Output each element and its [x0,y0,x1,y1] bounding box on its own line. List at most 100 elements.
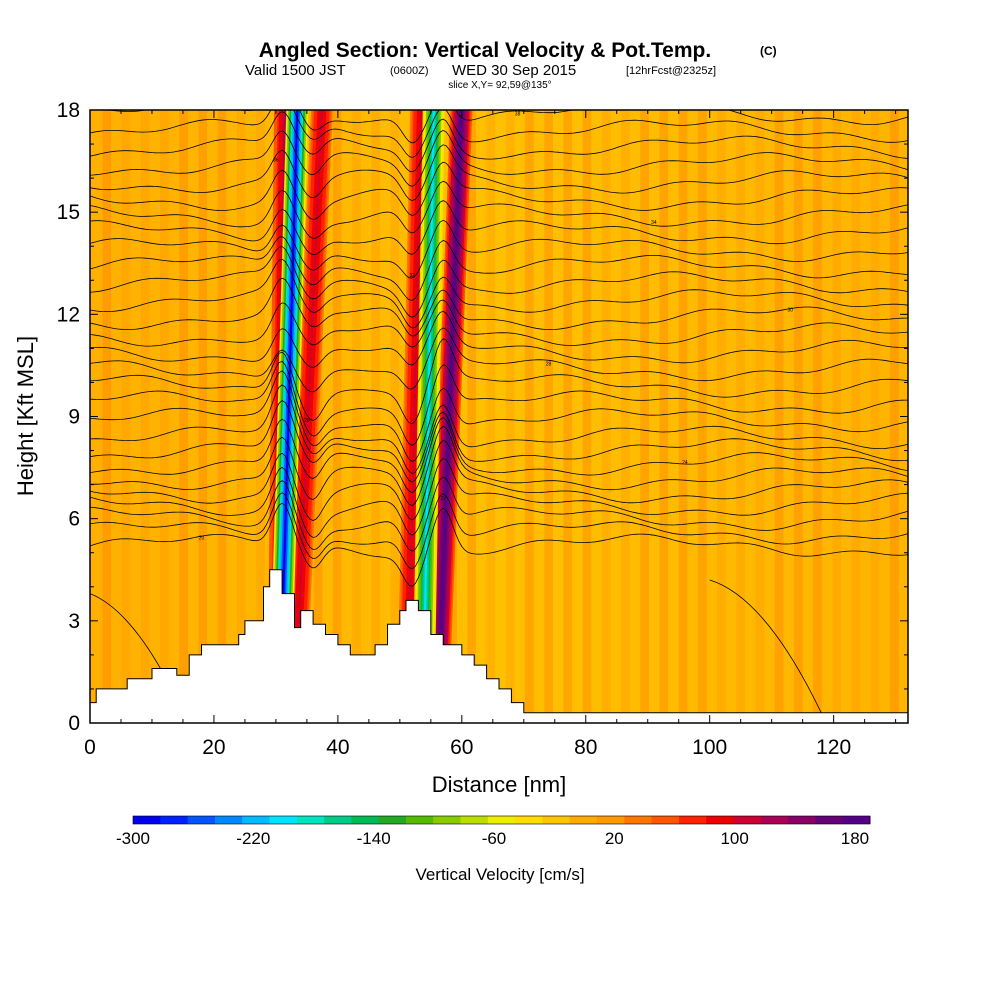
theta-contour-label: 38 [515,112,521,118]
velocity-streak [755,110,765,723]
theta-contour-line [90,144,908,202]
y-tick-label: 9 [68,406,80,429]
updraft-band [296,110,324,649]
colorbar-swatch [160,816,189,824]
velocity-streak [697,110,707,723]
theta-contour-label: 24 [682,460,688,466]
theta-contour-line [90,161,908,220]
velocity-streak [736,110,746,723]
theta-contour-labels: 20 22 24 26 28 30 32 34 36 38 [199,112,793,542]
chart-title-units: (C) [760,44,777,58]
theta-contour-label: 26 [304,418,310,424]
velocity-streak [621,110,630,723]
theta-contour-line [90,110,908,144]
x-axis-label: Distance [nm] [432,772,567,797]
theta-contour-line [90,299,908,348]
velocity-streak [525,110,534,723]
theta-contour-line [90,129,908,187]
x-tick-label: 20 [202,736,225,759]
velocity-streak [198,110,208,723]
theta-contour-line [90,384,908,475]
velocity-streak [890,110,899,723]
colorbar-tick-label: -140 [357,829,391,848]
velocity-streak [582,110,592,723]
velocity-streak [813,110,822,723]
colorbar-swatch [706,816,735,824]
x-tick-label: 40 [326,736,349,759]
chart-title: Angled Section: Vertical Velocity & Pot.… [259,39,711,62]
theta-contour-line [90,327,908,393]
theta-contour-line [90,502,908,587]
theta-contour-line [90,310,908,368]
colorbar-frame [132,815,871,825]
colorbar-swatch [187,816,216,824]
x-tick-label: 120 [816,736,851,759]
velocity-streak [832,110,842,723]
velocity-streak [179,110,188,723]
theta-contour-line [90,457,908,538]
chart-subtitle-valid: Valid 1500 JST [245,62,346,79]
velocity-background [90,110,908,723]
theta-contour-line [90,277,908,337]
theta-contour-line [90,492,908,570]
colorbar-swatch [242,816,270,824]
colorbar-swatch [760,816,789,824]
velocity-streak [659,110,669,723]
updraft-band [439,110,463,649]
chart-subtitle-run: [12hrFcst@2325z] [626,65,716,77]
theta-contour-line [90,370,908,462]
theta-contour-line [90,219,908,279]
theta-contour-line [90,236,908,301]
theta-contour-label: 20 [199,535,205,541]
downdraft-band [423,110,435,638]
colorbar-swatch [460,816,489,824]
velocity-streak [352,110,361,723]
colorbar-swatch [842,816,871,824]
velocity-streak [102,110,112,723]
x-tick-label: 0 [84,736,96,759]
updraft-band [408,110,423,649]
velocity-streak [371,110,381,723]
chart-subtitle-date: WED 30 Sep 2015 [452,62,576,79]
x-tick-label: 100 [692,736,727,759]
colorbar-swatch [133,816,161,824]
x-tick-label: 60 [450,736,473,759]
terrain [90,569,908,723]
colorbar-swatch [733,816,762,824]
velocity-streak [793,110,803,723]
colorbar-label: Vertical Velocity [cm/s] [415,865,584,884]
colorbar-swatch [324,816,352,824]
theta-contour-line [90,439,908,521]
y-tick-label: 18 [57,99,80,122]
y-axis-label: Height [Kft MSL] [13,336,38,496]
theta-contour-line [90,400,908,483]
colorbar-swatch [378,816,407,824]
colorbar [132,815,871,825]
chart-slice-text: slice X,Y= 92,59@135° [448,80,551,91]
y-tick-label: 3 [68,610,80,633]
velocity-streak [640,110,649,723]
velocity-streak [870,110,880,723]
colorbar-swatch [351,816,380,824]
velocity-streak [236,110,246,723]
velocity-streak [678,110,688,723]
velocity-streak [332,110,342,723]
chart-subtitle-utc: (0600Z) [390,65,429,77]
theta-contour-line [90,200,908,256]
colorbar-tick-labels: -300 -220 -140 -60 20 100 180 [116,829,869,848]
theta-contour-line [90,180,908,239]
colorbar-swatch [651,816,680,824]
x-tick-label: 80 [574,736,597,759]
colorbar-swatch [214,816,243,824]
x-tick-labels: 0 20 40 60 80 100 120 [84,736,851,759]
velocity-streak [121,110,131,723]
velocity-streak [486,110,496,723]
theta-contour-line [90,246,908,318]
theta-contour-line [90,425,908,506]
theta-contour-line [90,476,908,552]
theta-contour-label: 36 [273,157,279,163]
colorbar-swatch [515,816,543,824]
theta-contour-line [90,360,908,446]
velocity-streak [544,110,553,723]
